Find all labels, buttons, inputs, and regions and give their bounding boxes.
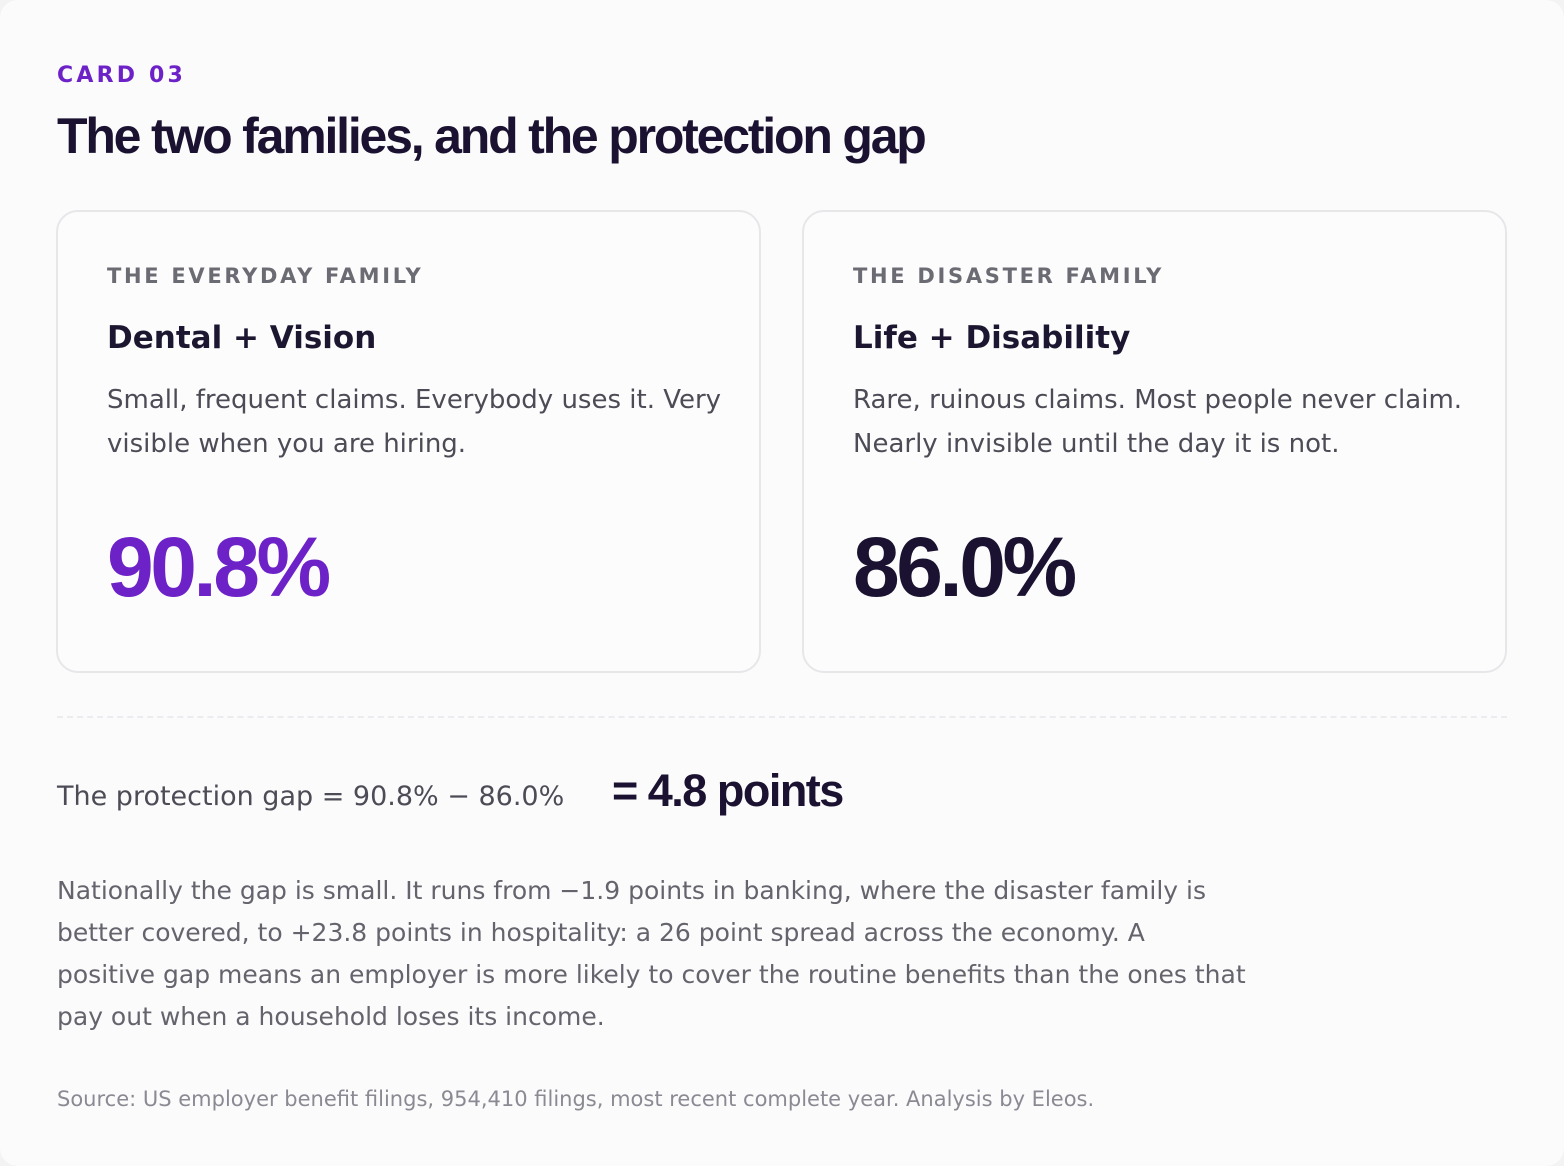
protection-gap-result: = 4.8 points [612,765,844,816]
source-note: Source: US employer benefit filings, 954… [57,1087,1095,1111]
everyday-family-card: THE EVERYDAY FAMILY Dental + Vision Smal… [56,210,761,673]
disaster-family-card: THE DISASTER FAMILY Life + Disability Ra… [802,210,1507,673]
everyday-family-percentage: 90.8% [107,520,331,614]
everyday-family-title: Dental + Vision [107,320,377,356]
disaster-family-percentage: 86.0% [853,520,1077,614]
protection-gap-formula: The protection gap = 90.8% − 86.0% [57,781,565,812]
card-eyebrow: CARD 03 [57,63,187,88]
section-divider [57,716,1507,718]
gap-explanation: Nationally the gap is small. It runs fro… [57,876,1246,1031]
disaster-family-kicker: THE DISASTER FAMILY [853,264,1164,288]
page-title: The two families, and the protection gap [57,108,927,164]
everyday-family-kicker: THE EVERYDAY FAMILY [107,264,424,288]
everyday-family-description: Small, frequent claims. Everybody uses i… [107,385,722,459]
disaster-family-description: Rare, ruinous claims. Most people never … [853,385,1463,459]
disaster-family-title: Life + Disability [853,320,1131,356]
